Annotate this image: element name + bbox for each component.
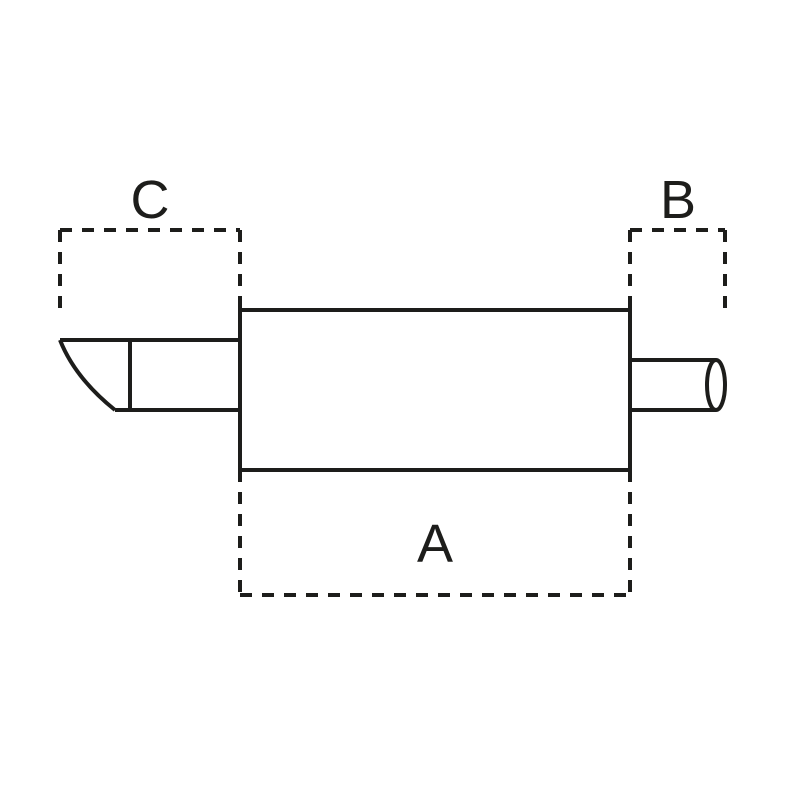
dimension-b-label: B xyxy=(660,170,696,230)
muffler-body xyxy=(240,310,630,470)
inlet-pipe xyxy=(630,360,725,410)
dimension-b-bracket xyxy=(630,230,725,310)
dimension-a-label: A xyxy=(417,514,453,574)
muffler-dimension-diagram: A B C xyxy=(0,0,800,800)
dimension-c-bracket xyxy=(60,230,240,310)
dimension-c-label: C xyxy=(131,170,170,230)
outlet-pipe xyxy=(60,340,240,410)
